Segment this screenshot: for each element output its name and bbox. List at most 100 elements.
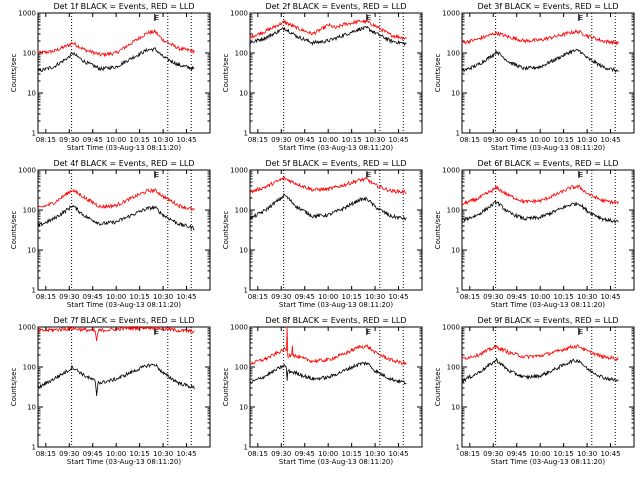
x-tick-label: 10:00 (318, 450, 338, 458)
x-tick-label: 09:30 (271, 450, 291, 458)
y-tick-label: 1 (32, 287, 36, 295)
y-axis-label: Counts/sec (10, 211, 18, 250)
event-marker: E (155, 14, 159, 22)
event-marker: E (579, 14, 583, 22)
x-tick-label: 10:30 (365, 450, 385, 458)
y-axis-label: Counts/sec (222, 211, 230, 250)
y-tick-label: 100 (235, 364, 248, 372)
x-tick-label: 08:15 (460, 136, 480, 144)
y-tick-label: 100 (447, 364, 460, 372)
x-tick-label: 10:30 (153, 293, 173, 301)
series-lld (37, 325, 195, 342)
y-tick-label: 1000 (442, 10, 460, 18)
panel-title: Det 5f BLACK = Events, RED = LLD (265, 159, 406, 168)
event-marker: E (155, 328, 159, 336)
x-tick-label: 10:15 (342, 136, 362, 144)
y-tick-label: 1 (32, 444, 36, 452)
y-tick-label: 1000 (442, 324, 460, 332)
y-tick-label: 1 (456, 444, 460, 452)
x-tick-label: 09:45 (295, 293, 315, 301)
y-tick-label: 10 (451, 90, 460, 98)
y-tick-label: 100 (23, 364, 36, 372)
y-tick-label: 100 (235, 207, 248, 215)
x-tick-label: 09:30 (483, 293, 503, 301)
y-tick-label: 1000 (442, 167, 460, 175)
x-axis-label: Start Time (03-Aug-13 08:11:20) (491, 458, 605, 466)
y-tick-label: 100 (447, 207, 460, 215)
plot-frame (249, 326, 423, 448)
x-tick-label: 10:45 (176, 450, 196, 458)
x-tick-label: 10:00 (530, 293, 550, 301)
panel-title: Det 4f BLACK = Events, RED = LLD (53, 159, 194, 168)
y-axis-label: Counts/sec (222, 368, 230, 407)
plot-frame (461, 326, 635, 448)
y-tick-label: 1 (32, 130, 36, 138)
x-axis-label: Start Time (03-Aug-13 08:11:20) (67, 301, 181, 309)
series-events (461, 357, 619, 384)
x-tick-label: 10:15 (554, 136, 574, 144)
plot-frame (37, 326, 211, 448)
x-tick-label: 10:30 (365, 293, 385, 301)
x-tick-label: 08:15 (36, 136, 56, 144)
y-tick-label: 10 (451, 404, 460, 412)
x-tick-label: 09:30 (59, 136, 79, 144)
y-tick-label: 1 (244, 287, 248, 295)
y-tick-label: 1000 (230, 10, 248, 18)
y-tick-label: 1 (456, 130, 460, 138)
x-tick-label: 08:15 (460, 293, 480, 301)
panel-title: Det 7f BLACK = Events, RED = LLD (53, 316, 194, 325)
x-tick-label: 09:30 (483, 136, 503, 144)
x-tick-label: 10:15 (130, 450, 150, 458)
y-axis-label: Counts/sec (434, 211, 442, 250)
series-lld (249, 176, 407, 195)
series-events (37, 47, 195, 72)
x-tick-label: 10:45 (388, 450, 408, 458)
plot-frame (249, 169, 423, 291)
plot-frame (37, 169, 211, 291)
x-tick-label: 10:30 (153, 136, 173, 144)
x-tick-label: 10:45 (388, 136, 408, 144)
x-tick-label: 10:45 (388, 293, 408, 301)
series-events (461, 48, 619, 74)
panel-title: Det 2f BLACK = Events, RED = LLD (265, 2, 406, 11)
x-tick-label: 10:15 (342, 293, 362, 301)
panel-title: Det 9f BLACK = Events, RED = LLD (477, 316, 618, 325)
x-tick-label: 09:45 (83, 293, 103, 301)
x-tick-label: 09:30 (271, 136, 291, 144)
x-tick-label: 10:30 (577, 136, 597, 144)
panel-det-1f: Det 1f BLACK = Events, RED = LLD 08:15 09:… (10, 2, 211, 152)
y-tick-label: 10 (239, 404, 248, 412)
series-lld (37, 188, 195, 212)
x-axis-label: Start Time (03-Aug-13 08:11:20) (279, 301, 393, 309)
series-events (249, 192, 407, 221)
series-events (249, 361, 407, 385)
series-events (461, 200, 619, 225)
y-tick-label: 1000 (18, 324, 36, 332)
x-tick-label: 09:30 (483, 450, 503, 458)
y-tick-label: 10 (27, 247, 36, 255)
y-axis-label: Counts/sec (222, 54, 230, 93)
y-tick-label: 10 (239, 247, 248, 255)
event-marker: E (155, 171, 159, 179)
series-events (249, 25, 407, 47)
x-tick-label: 09:45 (507, 293, 527, 301)
y-axis-label: Counts/sec (10, 368, 18, 407)
x-tick-label: 10:45 (600, 136, 620, 144)
series-lld (461, 184, 619, 206)
x-tick-label: 09:45 (295, 450, 315, 458)
x-tick-label: 08:15 (248, 293, 268, 301)
x-axis-label: Start Time (03-Aug-13 08:11:20) (67, 144, 181, 152)
x-tick-label: 10:45 (600, 450, 620, 458)
panel-title: Det 1f BLACK = Events, RED = LLD (53, 2, 194, 11)
y-tick-label: 100 (23, 50, 36, 58)
x-tick-label: 10:45 (176, 293, 196, 301)
event-marker: E (367, 171, 371, 179)
x-tick-label: 10:30 (577, 293, 597, 301)
plot-frame (461, 12, 635, 134)
x-tick-label: 10:00 (106, 136, 126, 144)
